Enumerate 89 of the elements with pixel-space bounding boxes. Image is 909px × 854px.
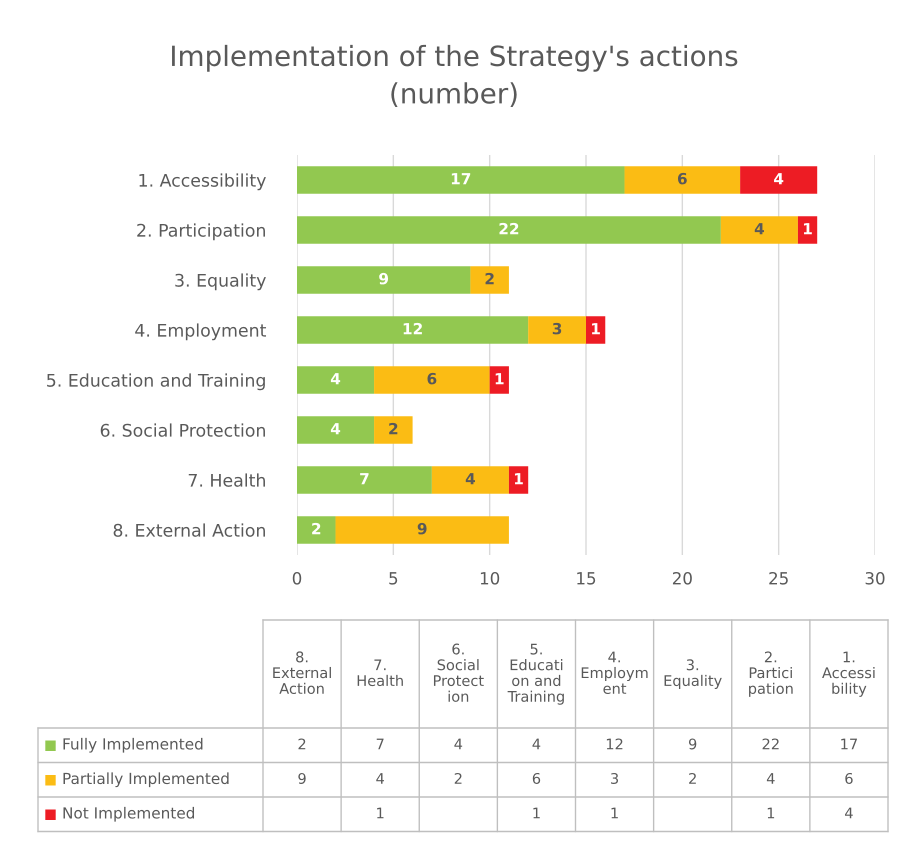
bar [798, 216, 818, 244]
x-tick-label: 25 [769, 572, 788, 585]
bar [586, 316, 606, 344]
bar [297, 166, 625, 194]
bar [336, 516, 509, 544]
data-label: 1 [804, 223, 812, 234]
x-tick-label: 30 [866, 572, 884, 585]
data-label: 9 [379, 272, 388, 284]
legend-label: Partially Implemented [64, 772, 229, 788]
data-label: 7 [360, 473, 369, 484]
data-label: 22 [500, 222, 518, 234]
data-label: 4 [376, 773, 384, 784]
data-label: 1 [592, 323, 600, 334]
bar [297, 416, 374, 444]
bar [432, 466, 509, 494]
data-label: 4 [754, 223, 764, 234]
data-label: 17 [841, 738, 857, 750]
bar [740, 166, 818, 194]
data-label: 4 [845, 808, 853, 818]
data-label: 1 [612, 808, 618, 818]
bar [470, 266, 509, 294]
data-label: 12 [606, 738, 622, 750]
y-tick-label: 1. Accessibility [139, 173, 266, 190]
bar [624, 166, 740, 194]
y-tick-label: 4. Employment [135, 323, 266, 340]
x-tick-label: 4. Employment [582, 652, 648, 694]
bar [297, 516, 336, 544]
data-label: 4 [466, 473, 476, 484]
data-label: 9 [298, 772, 306, 784]
data-label: 1 [377, 808, 384, 818]
x-tick-label: 6. Social Protection [434, 644, 484, 702]
data-label: 4 [532, 738, 540, 750]
legend-label: Fully Implemented [64, 738, 202, 753]
x-tick-label: 1. Accessibility [822, 652, 875, 697]
x-tick-label: 20 [672, 572, 692, 585]
data-label: 6 [428, 372, 436, 384]
data-label: 6 [678, 172, 687, 184]
bar [374, 366, 490, 394]
x-tick-label: 2. Participation [749, 651, 793, 697]
data-label: 2 [486, 272, 494, 284]
data-label: 2 [312, 522, 320, 534]
data-label: 4 [766, 773, 775, 784]
x-tick-label: 5 [389, 572, 398, 585]
data-label: 1 [768, 808, 774, 818]
data-label: 4 [774, 173, 784, 184]
x-tick-label: 15 [577, 572, 596, 585]
data-label: 2 [389, 422, 398, 434]
data-label: 3 [611, 772, 618, 784]
data-label: 12 [404, 322, 422, 334]
bar [297, 316, 528, 344]
bar [297, 466, 432, 494]
data-label: 2 [689, 772, 696, 784]
data-label: 3 [552, 322, 562, 334]
data-label: 1 [533, 808, 540, 818]
bar [297, 366, 374, 394]
y-tick-label: 3. Equality [175, 273, 266, 290]
y-tick-label: 7. Health [188, 473, 265, 487]
data-label: 1 [514, 473, 523, 484]
data-label: 7 [376, 738, 384, 750]
chart-title: Implementation of the Strategy's actions (number) [172, 44, 738, 108]
y-tick-label: 6. Social Protection [100, 423, 265, 437]
data-label: 22 [762, 738, 779, 750]
x-tick-label: 8. External Action [273, 651, 331, 694]
bar [297, 216, 721, 244]
data-label: 9 [688, 738, 696, 750]
data-label: 4 [330, 423, 340, 434]
data-label: 9 [418, 522, 427, 534]
bar [528, 316, 586, 344]
y-tick-label: 5. Education and Training [47, 373, 265, 390]
data-label: 4 [454, 738, 462, 750]
bar [720, 216, 798, 244]
y-tick-label: 8. External Action [114, 523, 265, 537]
bar [374, 416, 413, 444]
data-label: 1 [496, 373, 504, 384]
x-tick-label: 3. Equality [664, 659, 722, 689]
data-label: 4 [330, 373, 340, 384]
x-tick-label: 5. Education and Training [508, 644, 564, 705]
bar [297, 266, 470, 294]
legend-label: Not Implemented [64, 806, 194, 822]
data-label: 2 [298, 738, 306, 750]
x-tick-label: 0 [292, 572, 302, 585]
y-tick-label: 2. Participation [137, 223, 265, 240]
data-label: 2 [454, 772, 462, 784]
data-label: 6 [845, 772, 853, 784]
x-tick-label: 7. Health [358, 660, 403, 686]
data-label: 17 [452, 173, 470, 184]
x-tick-label: 10 [480, 572, 500, 585]
bar [490, 366, 509, 394]
data-label: 6 [532, 772, 540, 784]
